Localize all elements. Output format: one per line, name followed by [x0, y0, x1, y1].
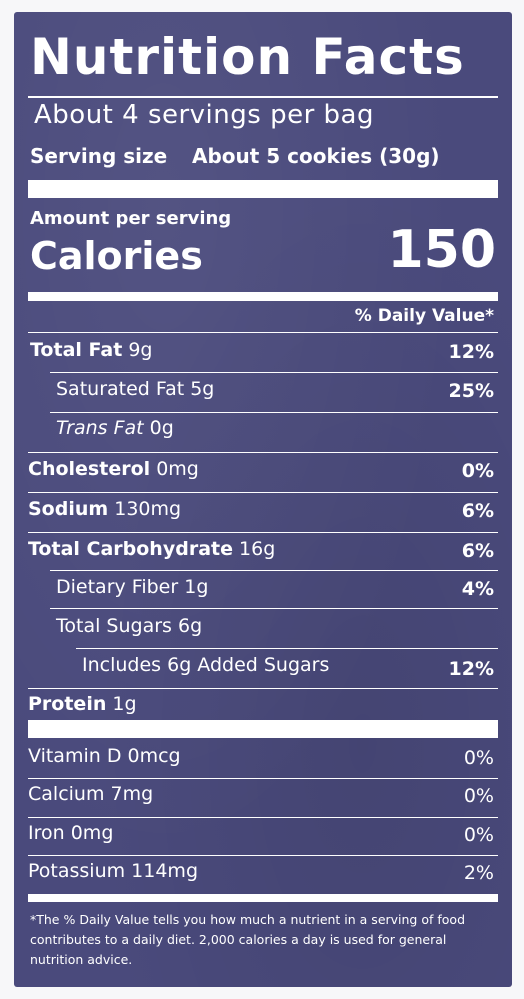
- nutrient-dv: 6%: [461, 540, 494, 562]
- calories-label: Calories: [30, 234, 203, 278]
- divider: [50, 608, 498, 609]
- nutrient-row-protein: Protein 1g: [28, 693, 137, 715]
- nutrient-dv: 25%: [448, 380, 494, 402]
- vitamin-dv: 0%: [463, 747, 494, 769]
- vitamin-row-potassium: Potassium 114mg: [28, 860, 198, 882]
- nutrient-amount: 1g: [112, 693, 137, 715]
- nutrient-name: Cholesterol: [28, 458, 151, 480]
- nutrient-row-total-sugars: Total Sugars 6g: [56, 615, 202, 637]
- nutrient-amount: 0g: [149, 417, 174, 439]
- vitamin-amount: 7mg: [110, 783, 154, 805]
- nutrient-dv: 4%: [461, 578, 494, 600]
- divider: [76, 648, 498, 649]
- divider: [50, 412, 498, 413]
- label-title: Nutrition Facts: [30, 28, 465, 86]
- nutrient-row-trans-fat: Trans Fat 0g: [56, 417, 174, 439]
- vitamin-row-iron: Iron 0mg: [28, 822, 113, 844]
- medium-divider: [28, 894, 498, 902]
- vitamin-amount: 0mcg: [127, 745, 181, 767]
- serving-size-value: About 5 cookies (30g): [192, 144, 440, 168]
- divider: [28, 332, 498, 333]
- nutrient-row-cholesterol: Cholesterol 0mg: [28, 458, 199, 480]
- divider: [28, 452, 498, 453]
- nutrient-amount: 0mg: [156, 458, 199, 480]
- vitamin-dv: 0%: [463, 824, 494, 846]
- nutrient-name: Dietary Fiber: [56, 576, 179, 598]
- nutrition-facts-panel: Nutrition Facts About 4 servings per bag…: [14, 12, 512, 987]
- vitamin-name: Iron: [28, 822, 65, 844]
- nutrient-name: Total Carbohydrate: [28, 538, 233, 560]
- nutrient-row-total-fat: Total Fat 9g: [30, 339, 153, 361]
- nutrient-row-total-carbohydrate: Total Carbohydrate 16g: [28, 538, 275, 560]
- vitamin-name: Calcium: [28, 783, 105, 805]
- vitamin-row-vitamin-d: Vitamin D 0mcg: [28, 745, 181, 767]
- divider: [50, 372, 498, 373]
- nutrient-amount: 9g: [128, 339, 153, 361]
- nutrient-name: Includes 6g Added Sugars: [82, 654, 330, 676]
- nutrient-dv: 12%: [448, 658, 494, 680]
- amount-per-serving: Amount per serving: [30, 208, 232, 229]
- nutrient-amount: 130mg: [114, 498, 182, 520]
- divider: [28, 688, 498, 689]
- divider: [50, 570, 498, 571]
- nutrient-name: Total Fat: [30, 339, 123, 361]
- nutrient-amount: 5g: [190, 378, 215, 400]
- nutrient-name: Saturated Fat: [56, 378, 185, 400]
- vitamin-dv: 2%: [463, 862, 494, 884]
- nutrient-name: Sodium: [28, 498, 109, 520]
- vitamin-amount: 0mg: [70, 822, 114, 844]
- nutrient-row-added-sugars: Includes 6g Added Sugars: [82, 654, 329, 676]
- nutrient-name: Trans Fat: [56, 417, 144, 439]
- nutrient-amount: 16g: [239, 538, 276, 560]
- nutrient-dv: 12%: [448, 341, 494, 363]
- vitamin-name: Potassium: [28, 860, 126, 882]
- nutrient-amount: 1g: [184, 576, 209, 598]
- calories-value: 150: [387, 220, 496, 280]
- nutrient-name: Protein: [28, 693, 107, 715]
- divider: [28, 817, 498, 818]
- servings-per-container: About 4 servings per bag: [34, 100, 374, 130]
- nutrient-dv: 6%: [461, 500, 494, 522]
- nutrient-name: Total Sugars: [56, 615, 172, 637]
- medium-divider: [28, 292, 498, 301]
- serving-size-label: Serving size: [30, 144, 168, 168]
- vitamin-amount: 114mg: [131, 860, 199, 882]
- nutrient-dv: 0%: [461, 460, 494, 482]
- nutrient-row-dietary-fiber: Dietary Fiber 1g: [56, 576, 208, 598]
- nutrient-row-sodium: Sodium 130mg: [28, 498, 181, 520]
- divider: [28, 778, 498, 779]
- thick-divider: [28, 720, 498, 738]
- daily-value-header: % Daily Value*: [354, 306, 494, 326]
- thick-divider: [28, 180, 498, 198]
- nutrient-row-saturated-fat: Saturated Fat 5g: [56, 378, 214, 400]
- footnote: *The % Daily Value tells you how much a …: [30, 912, 465, 967]
- vitamin-row-calcium: Calcium 7mg: [28, 783, 153, 805]
- divider: [28, 532, 498, 533]
- vitamin-dv: 0%: [463, 785, 494, 807]
- nutrient-amount: 6g: [177, 615, 203, 637]
- divider: [28, 492, 498, 493]
- divider: [28, 96, 498, 98]
- divider: [28, 855, 498, 856]
- vitamin-name: Vitamin D: [28, 745, 122, 767]
